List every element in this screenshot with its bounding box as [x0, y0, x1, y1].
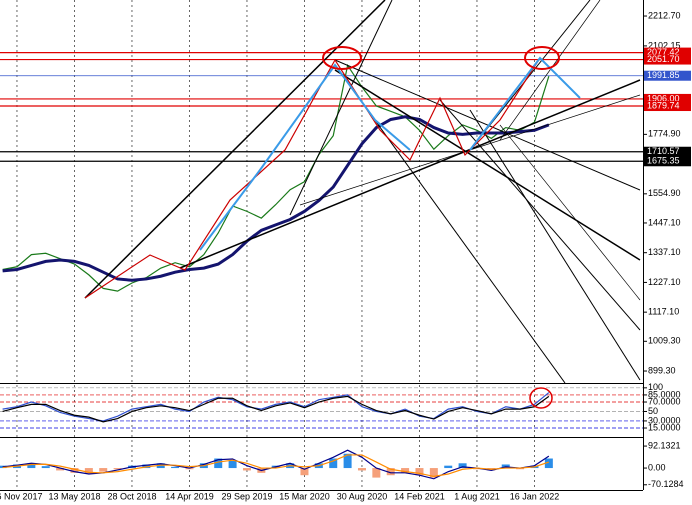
trend-line	[499, 0, 601, 141]
wave-line	[469, 56, 581, 151]
highlight-ellipse	[529, 387, 553, 409]
histogram-bar	[27, 463, 36, 469]
x-tick-label: 14 Feb 2021	[394, 491, 445, 501]
histogram-bar	[444, 465, 453, 469]
y-tick-label: 1117.10	[648, 307, 679, 317]
x-tick-label: 15 Mar 2020	[279, 491, 330, 501]
histogram-bar	[386, 468, 395, 476]
price-level-label: 2077.42	[647, 47, 680, 57]
trend-line	[289, 0, 393, 216]
series-line	[2, 454, 550, 478]
series-line	[2, 63, 550, 292]
x-tick-label: 28 Oct 2018	[107, 491, 156, 501]
y-tick-label: 1447.10	[648, 217, 681, 227]
price-level-label: 1879.74	[647, 100, 680, 110]
histogram-bar	[544, 458, 553, 469]
y-tick-label: 85.0000	[648, 389, 681, 399]
histogram-bar	[84, 468, 93, 475]
trend-line	[334, 69, 641, 261]
price-level-tag	[644, 156, 691, 167]
y-tick-label: 70.0000	[648, 396, 681, 406]
highlight-ellipse	[524, 46, 560, 70]
price-level-tag	[644, 47, 691, 58]
trend-line	[469, 109, 641, 381]
trend-line	[334, 59, 641, 191]
price-level-tag	[644, 54, 691, 65]
y-tick-label: 899.30	[648, 365, 676, 375]
x-tick-label: 30 Aug 2020	[337, 491, 388, 501]
price-level-label: 1710.57	[647, 146, 680, 156]
histogram-bar	[41, 466, 50, 469]
trend-line	[179, 79, 641, 269]
y-tick-label: 100	[648, 382, 663, 392]
histogram-bar	[329, 458, 338, 469]
y-tick-label: 1009.30	[648, 336, 681, 346]
y-tick-label: 2102.15	[648, 40, 681, 50]
y-tick-label: -70.1284	[648, 479, 684, 489]
y-tick-label: 1337.10	[648, 247, 681, 257]
price-level-label: 1675.35	[647, 156, 680, 166]
histogram-bar	[56, 468, 65, 471]
price-level-tag	[644, 101, 691, 112]
x-tick-label: 1 Aug 2021	[454, 491, 500, 501]
price-level-label: 1906.00	[647, 93, 680, 103]
x-tick-label: 16 Jan 2022	[510, 491, 560, 501]
price-level-tag	[644, 70, 691, 81]
histogram-bar	[113, 468, 122, 470]
histogram-bar	[70, 468, 79, 473]
x-tick-label: 14 Apr 2019	[165, 491, 214, 501]
trend-line	[499, 124, 641, 301]
histogram-bar	[458, 463, 467, 469]
price-level-label: 1991.85	[647, 70, 680, 80]
histogram-bar	[214, 458, 223, 469]
histogram-bar	[415, 468, 424, 476]
y-tick-label: 1554.90	[648, 188, 681, 198]
histogram-bar	[343, 453, 352, 469]
y-tick-label: 92.1321	[648, 440, 681, 450]
histogram-bar	[429, 468, 438, 478]
histogram-bar	[401, 468, 410, 473]
y-tick-label: 2212.70	[648, 10, 681, 20]
wave-line	[199, 63, 411, 251]
x-tick-label: 13 May 2018	[48, 491, 100, 501]
y-tick-label: 15.0000	[648, 422, 681, 432]
price-level-label: 2051.70	[647, 54, 680, 64]
histogram-bar	[242, 468, 251, 471]
y-tick-label: 1774.90	[648, 129, 681, 139]
price-level-tag	[644, 93, 691, 104]
x-tick-label: 29 Sep 2019	[221, 491, 272, 501]
annotations	[84, 0, 641, 409]
histogram-bar	[357, 468, 366, 471]
price-level-tag	[644, 146, 691, 157]
y-tick-label: 0.00	[648, 462, 666, 472]
histogram-bar	[228, 460, 237, 469]
highlight-ellipse	[322, 46, 362, 70]
histogram-bar	[372, 468, 381, 478]
series-line	[2, 449, 550, 480]
y-tick-label: 30.0000	[648, 415, 681, 425]
y-tick-label: 50	[648, 406, 658, 416]
histogram-bar	[300, 468, 309, 476]
y-tick-label: 1227.10	[648, 277, 681, 287]
histogram-bar	[171, 466, 180, 469]
series-line	[2, 115, 550, 282]
x-tick-label: 26 Nov 2017	[0, 491, 42, 501]
trend-line	[84, 0, 386, 299]
trend-line	[439, 99, 641, 331]
series-line	[2, 395, 550, 423]
histogram-bar	[99, 468, 108, 472]
